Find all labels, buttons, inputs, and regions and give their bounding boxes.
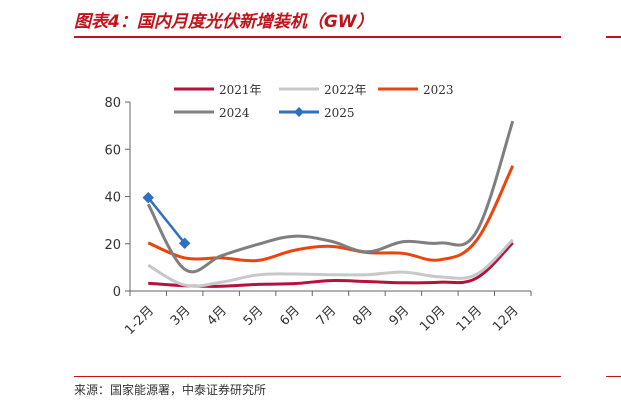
legend-item-2024: 2024 <box>174 106 250 120</box>
legend-label: 2021年 <box>219 83 262 97</box>
legend: 2021年 2022年 2023 2024 2025 <box>174 83 454 120</box>
series-2025 <box>142 191 191 249</box>
source-note: 来源：国家能源署，中泰证券研究所 <box>74 383 267 397</box>
legend-item-2022年: 2022年 <box>279 83 367 97</box>
legend-label: 2024 <box>219 106 250 120</box>
data-point-marker <box>178 237 191 249</box>
x-tick-label: 1-2月 <box>122 303 157 338</box>
x-tick-label: 10月 <box>417 303 448 334</box>
y-tick-label: 0 <box>113 285 121 300</box>
y-axis: 0 20 40 60 80 <box>104 96 131 300</box>
series-2024 <box>146 120 515 274</box>
x-tick-label: 9月 <box>387 303 413 329</box>
x-tick-label: 8月 <box>350 303 376 329</box>
title-bar: 图表4：国内月度光伏新增装机（GW） <box>74 4 561 38</box>
chart-title: 图表4：国内月度光伏新增装机（GW） <box>74 12 374 32</box>
series-2022年 <box>147 238 514 288</box>
y-tick-label: 20 <box>104 238 121 253</box>
x-tick-label: 7月 <box>314 303 340 329</box>
legend-label: 2025 <box>324 106 355 120</box>
x-tick-label: 3月 <box>168 303 194 329</box>
series-2021年 <box>148 241 514 288</box>
y-tick-label: 60 <box>104 143 121 158</box>
legend-item-2021年: 2021年 <box>174 83 262 97</box>
x-tick-label: 12月 <box>490 303 521 334</box>
x-tick-label: 6月 <box>277 303 303 329</box>
x-tick-label: 4月 <box>204 303 230 329</box>
x-tick-label: 11月 <box>454 303 485 334</box>
x-tick-label: 5月 <box>241 303 267 329</box>
legend-item-2023: 2023 <box>378 83 454 97</box>
y-tick-label: 80 <box>104 96 121 111</box>
series-2023 <box>147 165 515 263</box>
source-bar-right <box>606 376 621 401</box>
legend-label: 2022年 <box>324 83 367 97</box>
y-tick-label: 40 <box>104 191 121 206</box>
title-bar-right <box>606 4 621 38</box>
source-bar: 来源：国家能源署，中泰证券研究所 <box>74 376 561 401</box>
series-line <box>147 165 515 263</box>
series-layer <box>142 120 515 288</box>
series-line <box>147 238 514 288</box>
x-axis: 1-2月 3月 4月 5月 6月 7月 8月 9月 10月 11月 12月 <box>122 290 532 338</box>
series-line <box>148 241 514 288</box>
data-point-marker <box>142 191 154 204</box>
legend-label: 2023 <box>423 83 454 97</box>
series-line <box>146 120 515 274</box>
legend-marker <box>294 107 304 117</box>
series-line <box>147 196 186 245</box>
legend-item-2025: 2025 <box>279 106 355 120</box>
